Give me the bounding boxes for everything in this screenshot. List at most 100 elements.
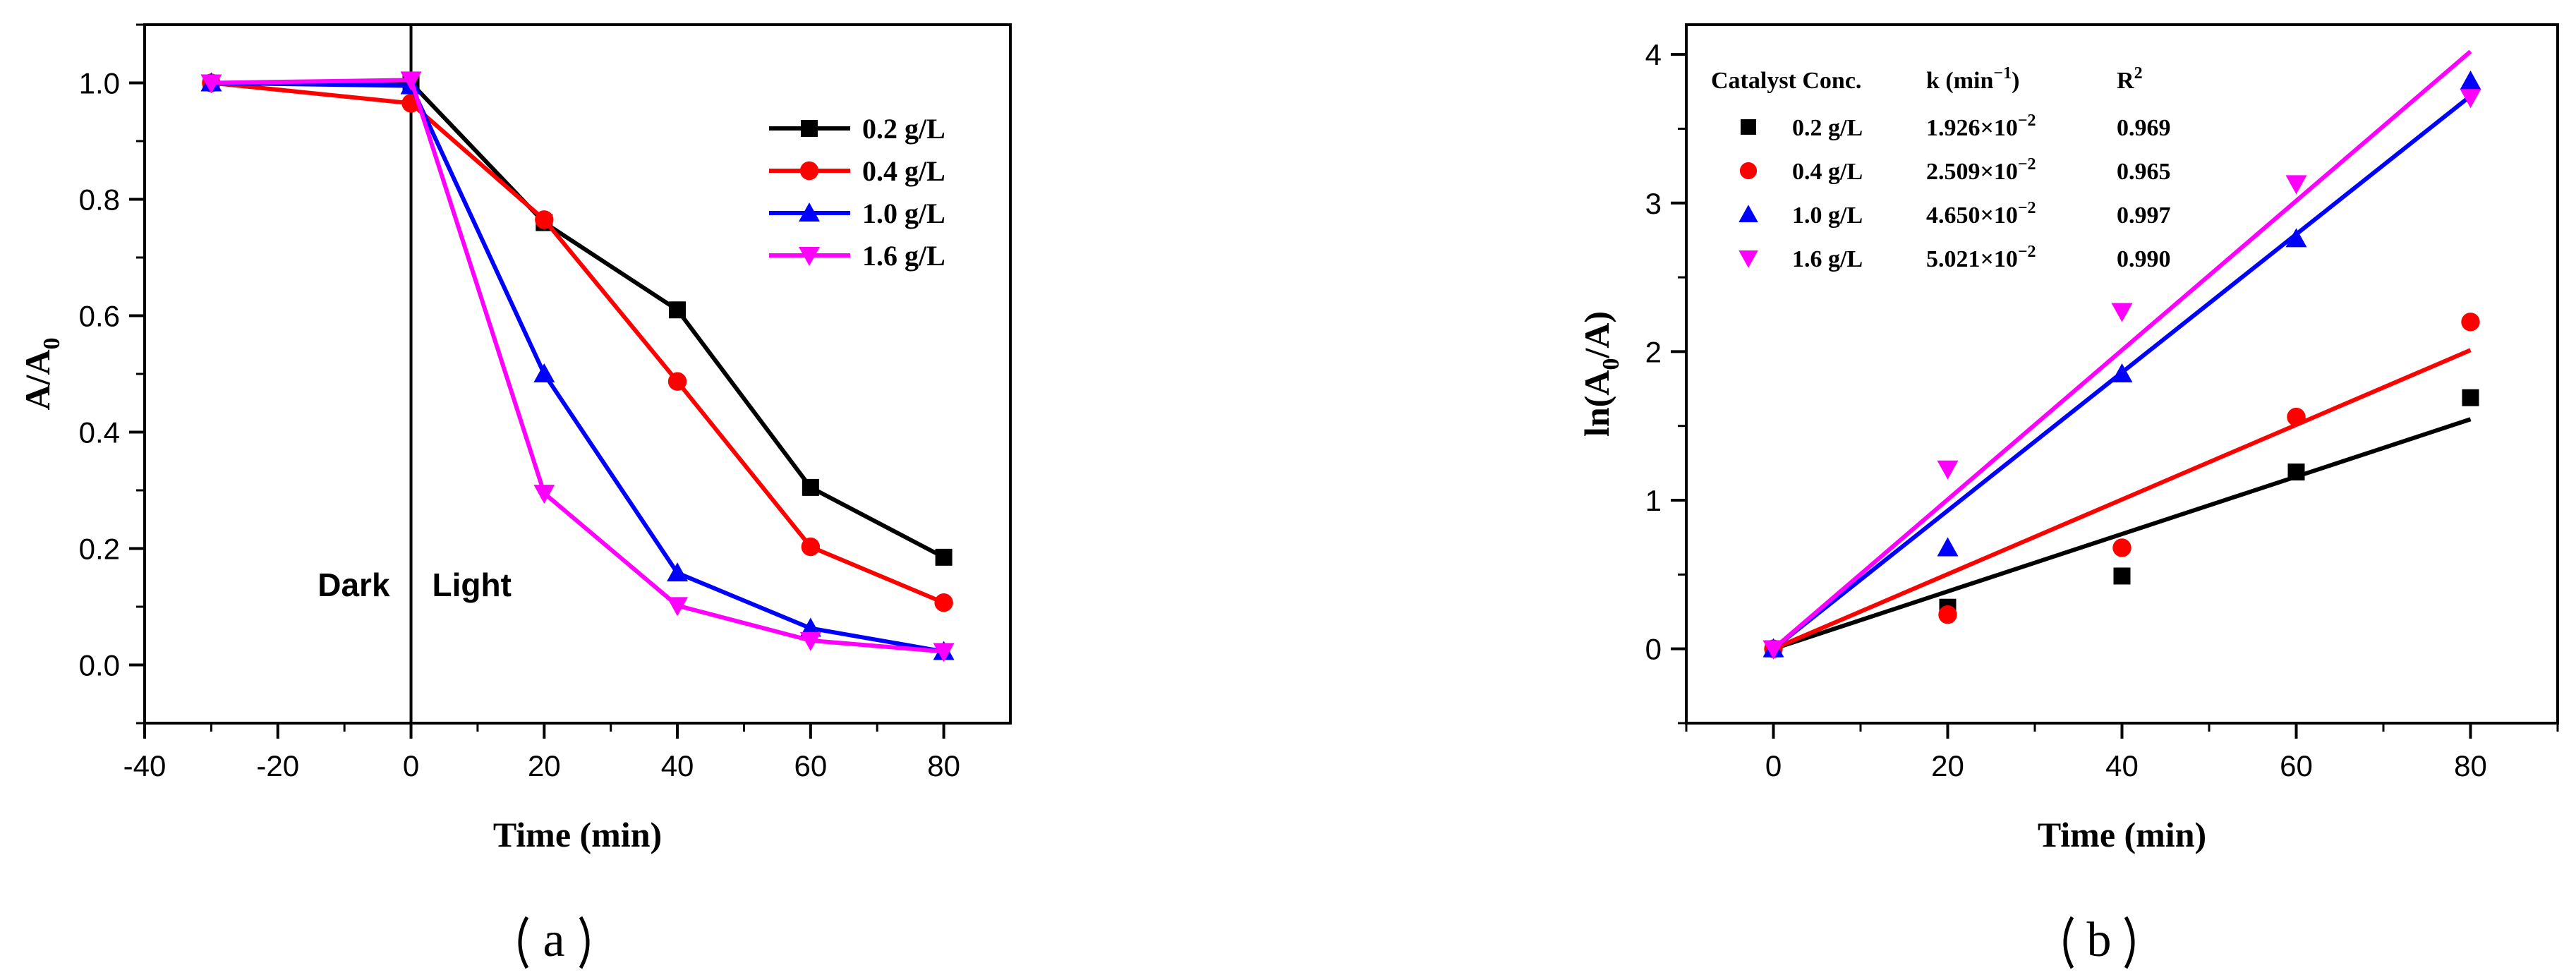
table-r2: 0.965 bbox=[2117, 159, 2171, 185]
data-point bbox=[802, 478, 819, 496]
data-point bbox=[935, 548, 953, 566]
chart-a: -40 -20 0 20 40 60 80 0.0 0.2 0.4 0.6 0.8 1.0 Time (m… bbox=[18, 23, 1012, 967]
chart-b-xtick-label: 80 bbox=[2454, 749, 2487, 782]
chart-a-series-1-6-g-L: 1.6 g/L bbox=[200, 71, 955, 662]
table-r2: 0.997 bbox=[2117, 202, 2171, 229]
table-catalyst: 1.6 g/L bbox=[1792, 246, 1863, 272]
caption-b-paren-right bbox=[2124, 916, 2135, 969]
chart-a-xtick-label: 20 bbox=[528, 749, 561, 782]
caption-a-paren-left bbox=[518, 916, 529, 969]
chart-a-xtick-label: 80 bbox=[927, 749, 960, 782]
chart-a-series-0-4-g-L: 0.4 g/L bbox=[202, 73, 953, 612]
fit-line-0-2-g-L bbox=[1772, 417, 2472, 651]
caption-a-paren-right bbox=[579, 916, 590, 969]
table-k-exponent: −2 bbox=[2018, 243, 2036, 261]
table-marker bbox=[1739, 162, 1758, 180]
fit-line-1-6-g-L bbox=[1772, 49, 2472, 650]
chart-b-ylabel-sub: 0 bbox=[1598, 358, 1624, 370]
table-catalyst: 0.4 g/L bbox=[1792, 159, 1863, 185]
data-point bbox=[2111, 363, 2133, 382]
table-header-r2-sup: 2 bbox=[2134, 64, 2143, 83]
data-point bbox=[1937, 537, 1959, 557]
table-k: 2.509×10−2 bbox=[1926, 155, 2036, 185]
data-point bbox=[2111, 303, 2133, 322]
data-point bbox=[2462, 389, 2479, 406]
annotation-dark: Dark bbox=[318, 567, 390, 603]
data-point bbox=[2460, 89, 2481, 109]
table-header-catalyst: Catalyst Conc. bbox=[1711, 68, 1861, 94]
data-point bbox=[1937, 460, 1959, 480]
chart-b-series-1-6-g-L bbox=[1762, 89, 2481, 660]
data-point bbox=[799, 631, 821, 651]
table-row: 0.2 g/L 1.926×10−2 0.969 bbox=[1741, 111, 2171, 141]
legend-label: 1.0 g/L bbox=[862, 198, 945, 229]
table-k-exponent: −2 bbox=[2018, 155, 2036, 174]
data-point bbox=[2461, 313, 2480, 332]
chart-a-ytick-label: 0.2 bbox=[79, 533, 120, 566]
legend-label: 1.6 g/L bbox=[862, 240, 945, 272]
table-row: 0.4 g/L 2.509×10−2 0.965 bbox=[1739, 155, 2171, 185]
data-point bbox=[400, 71, 422, 91]
data-point bbox=[2287, 464, 2305, 481]
series-line bbox=[211, 80, 945, 605]
chart-b-ylabel: ln(A0/A) bbox=[1577, 311, 1624, 437]
chart-a-series-1-0-g-L: 1.0 g/L bbox=[200, 72, 955, 660]
table-k: 1.926×10−2 bbox=[1926, 111, 2036, 141]
table-marker bbox=[1739, 250, 1758, 268]
chart-a-ytick-label: 0.6 bbox=[79, 300, 120, 333]
chart-a-xtick-label: 60 bbox=[794, 749, 827, 782]
table-marker bbox=[1739, 205, 1758, 222]
table-k-mantissa: 2.509×10 bbox=[1926, 159, 2018, 185]
table-header-k: k (min−1) bbox=[1926, 64, 2019, 94]
data-point bbox=[2112, 538, 2131, 557]
data-point bbox=[933, 643, 955, 662]
chart-b-xtick-label: 60 bbox=[2280, 749, 2313, 782]
series-line bbox=[211, 78, 944, 654]
chart-a-xtick-label: 0 bbox=[403, 749, 419, 782]
data-point bbox=[801, 537, 821, 557]
caption-a: a bbox=[543, 913, 564, 967]
legend-marker bbox=[799, 247, 820, 266]
table-k-mantissa: 5.021×10 bbox=[1926, 246, 2018, 272]
chart-a-series-0-2-g-L: 0.2 g/L bbox=[202, 74, 953, 566]
data-point bbox=[1762, 640, 1784, 660]
chart-b-ylabel-tail: /A) bbox=[1577, 311, 1616, 359]
chart-b-xlabel: Time (min) bbox=[2038, 815, 2206, 854]
table-k: 5.021×10−2 bbox=[1926, 243, 2036, 272]
data-point bbox=[2113, 567, 2131, 585]
chart-b-xtick-label: 0 bbox=[1765, 749, 1782, 782]
table-row: 1.0 g/L 4.650×10−2 0.997 bbox=[1739, 199, 2171, 229]
caption-b: b bbox=[2087, 913, 2112, 967]
table-k-mantissa: 1.926×10 bbox=[1926, 115, 2018, 141]
table-catalyst: 1.0 g/L bbox=[1792, 202, 1863, 229]
table-header-r2: R2 bbox=[2117, 64, 2143, 94]
chart-a-xtick-label: -20 bbox=[256, 749, 299, 782]
data-point bbox=[799, 617, 821, 637]
data-point bbox=[533, 485, 555, 504]
annotation-light: Light bbox=[433, 567, 512, 603]
chart-b-ytick-label: 2 bbox=[1645, 335, 1662, 368]
chart-b-xtick-label: 40 bbox=[2105, 749, 2139, 782]
table-header-k-tail: ) bbox=[2012, 68, 2019, 94]
table-k-exponent: −2 bbox=[2018, 199, 2036, 217]
table-r2: 0.969 bbox=[2117, 115, 2171, 141]
legend-marker bbox=[799, 161, 819, 181]
table-header-k-main: k (min bbox=[1926, 68, 1994, 94]
chart-a-ytick-label: 0.8 bbox=[79, 183, 120, 217]
series-line bbox=[211, 80, 945, 654]
table-k-mantissa: 4.650×10 bbox=[1926, 202, 2018, 229]
chart-b-xtick-label: 20 bbox=[1931, 749, 1964, 782]
chart-a-ylabel-sub: 0 bbox=[39, 337, 65, 349]
chart-b-ytick-label: 3 bbox=[1645, 187, 1662, 220]
chart-a-ytick-label: 0.0 bbox=[79, 649, 120, 682]
chart-b-ytick-label: 4 bbox=[1645, 38, 1662, 71]
table-row: 1.6 g/L 5.021×10−2 0.990 bbox=[1739, 243, 2171, 272]
data-point bbox=[2285, 175, 2307, 195]
legend-marker bbox=[801, 120, 818, 137]
chart-b-ytick-label: 1 bbox=[1645, 484, 1662, 517]
fit-line-0-4-g-L bbox=[1772, 348, 2472, 651]
data-point bbox=[667, 562, 689, 582]
series-line bbox=[211, 80, 945, 559]
data-point bbox=[533, 363, 555, 382]
